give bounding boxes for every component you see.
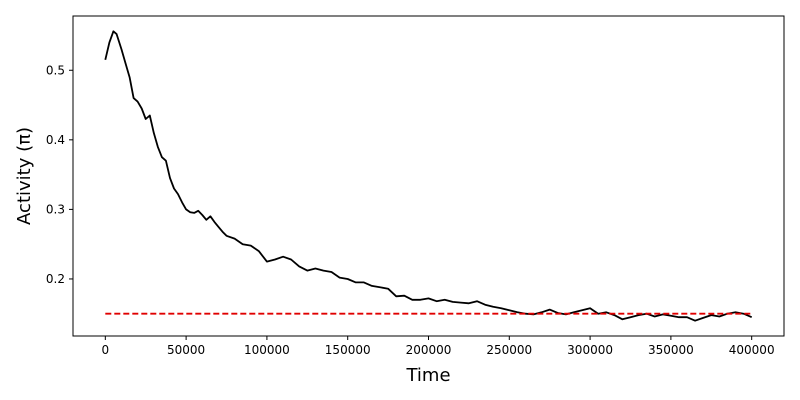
x-axis-label: Time <box>405 365 450 386</box>
plot-frame <box>72 15 785 337</box>
ticks: 0 50000 100000 150000 200000 250000 300000 3500… <box>46 63 775 357</box>
y-axis-label: Activity (π) <box>14 127 35 225</box>
activity-line <box>104 30 753 322</box>
x-tick-label: 0 <box>101 343 109 357</box>
y-tick-label: 0.4 <box>46 133 65 147</box>
y-tick-label: 0.3 <box>46 202 65 216</box>
x-tick-label: 250000 <box>486 343 532 357</box>
y-tick-label: 0.2 <box>46 272 65 286</box>
x-tick-label: 400000 <box>729 343 775 357</box>
y-tick-label: 0.5 <box>46 63 65 77</box>
x-tick-label: 150000 <box>325 343 371 357</box>
plot-area <box>104 30 753 322</box>
x-tick-label: 100000 <box>244 343 290 357</box>
x-tick-label: 300000 <box>567 343 613 357</box>
x-tick-label: 50000 <box>167 343 205 357</box>
x-tick-label: 200000 <box>406 343 452 357</box>
x-tick-label: 350000 <box>648 343 694 357</box>
